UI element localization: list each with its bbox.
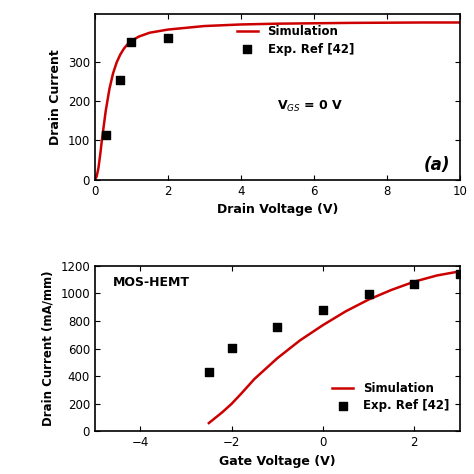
Simulation (128, 38, 134, 44)
Line: Simulation: Simulation (209, 271, 460, 423)
Y-axis label: Drain Current: Drain Current (49, 49, 62, 145)
Exp. Ref [42] (102, 131, 109, 139)
Exp. Ref [42] (205, 368, 213, 376)
Simulation (366, 297, 372, 302)
Simulation (118, 52, 123, 57)
Simulation (206, 420, 212, 426)
Simulation (121, 46, 127, 51)
Simulation (96, 165, 101, 171)
Simulation (297, 337, 303, 343)
Legend: Simulation, Exp. Ref [42]: Simulation, Exp. Ref [42] (328, 377, 454, 417)
Simulation (347, 20, 353, 26)
Simulation (110, 71, 116, 76)
Simulation (165, 27, 171, 32)
Exp. Ref [42] (128, 38, 135, 46)
Simulation (389, 287, 394, 293)
Line: Simulation: Simulation (95, 22, 460, 180)
Exp. Ref [42] (273, 323, 281, 330)
Simulation (92, 177, 98, 182)
Simulation (103, 108, 109, 114)
Exp. Ref [42] (365, 290, 373, 298)
Simulation (98, 151, 103, 157)
Exp. Ref [42] (228, 344, 236, 352)
Exp. Ref [42] (410, 280, 418, 288)
Text: (a): (a) (423, 156, 450, 174)
Simulation (125, 41, 130, 47)
Exp. Ref [42] (319, 306, 327, 314)
Simulation (238, 391, 244, 397)
Simulation (94, 174, 100, 180)
Simulation (420, 19, 426, 25)
Simulation (343, 309, 348, 314)
Simulation (114, 59, 119, 65)
Simulation (311, 20, 317, 26)
Simulation (252, 376, 257, 382)
Simulation (274, 21, 280, 27)
Simulation (411, 279, 417, 284)
Simulation (274, 356, 280, 361)
Y-axis label: Drain Current (mA/mm): Drain Current (mA/mm) (42, 271, 55, 426)
Legend: Simulation, Exp. Ref [42]: Simulation, Exp. Ref [42] (232, 20, 359, 60)
Exp. Ref [42] (456, 270, 464, 278)
Simulation (384, 20, 390, 26)
X-axis label: Gate Voltage (V): Gate Voltage (V) (219, 455, 336, 468)
Simulation (457, 19, 463, 25)
Simulation (107, 86, 112, 92)
Simulation (201, 23, 207, 29)
Simulation (219, 409, 226, 415)
Simulation (147, 30, 153, 36)
X-axis label: Drain Voltage (V): Drain Voltage (V) (217, 203, 338, 216)
Exp. Ref [42] (117, 76, 124, 84)
Simulation (229, 401, 235, 407)
Text: V$_{GS}$ = 0 V: V$_{GS}$ = 0 V (277, 99, 344, 114)
Simulation (320, 322, 326, 328)
Simulation (99, 136, 105, 141)
Simulation (136, 34, 141, 39)
Simulation (238, 22, 244, 27)
Text: MOS-HEMT: MOS-HEMT (113, 276, 190, 289)
Simulation (434, 273, 440, 278)
Exp. Ref [42] (164, 34, 172, 42)
Simulation (457, 268, 463, 274)
